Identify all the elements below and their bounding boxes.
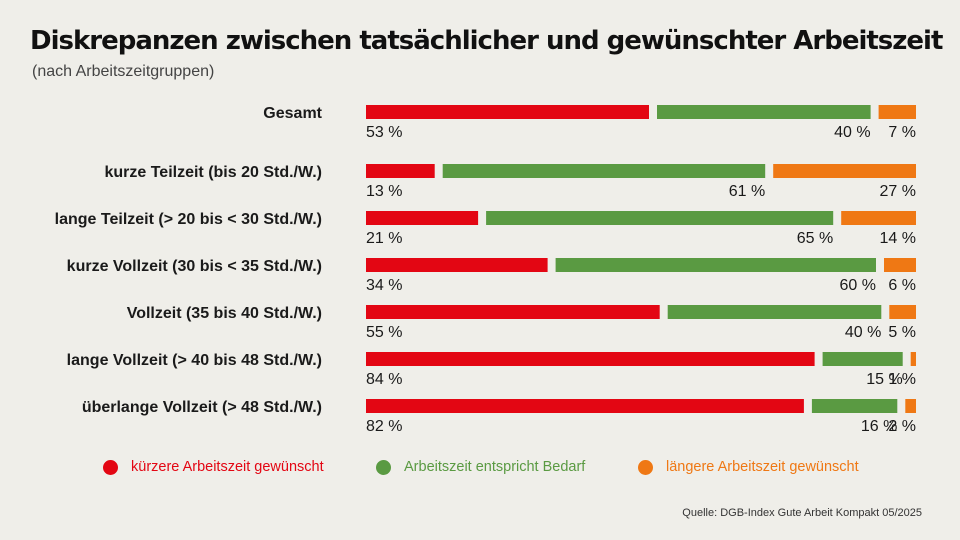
category-label: überlange Vollzeit (> 48 Std./W.) xyxy=(82,399,322,416)
legend-label-kuerzer: kürzere Arbeitszeit gewünscht xyxy=(131,459,324,475)
category-label: Gesamt xyxy=(263,105,322,122)
bar-row: kurze Teilzeit (bis 20 Std./W.) 13 % 61 % 2… xyxy=(104,164,916,200)
value-label-kuerzer: 82 % xyxy=(366,418,402,435)
bar-segment-passt xyxy=(822,352,903,366)
bar-segment-laenger xyxy=(841,211,916,225)
value-label-passt: 60 % xyxy=(840,277,876,294)
bar-row: überlange Vollzeit (> 48 Std./W.) 82 % 16 … xyxy=(82,399,916,435)
value-label-kuerzer: 21 % xyxy=(366,230,402,247)
legend-dot-passt xyxy=(376,459,391,475)
bar-segment-laenger xyxy=(878,105,916,119)
bar-row: kurze Vollzeit (30 bis < 35 Std./W.) 34 %… xyxy=(67,258,916,294)
value-label-laenger: 14 % xyxy=(880,230,916,247)
value-label-passt: 61 % xyxy=(729,183,765,200)
value-label-kuerzer: 55 % xyxy=(366,324,402,341)
category-label: kurze Teilzeit (bis 20 Std./W.) xyxy=(104,164,322,181)
bar-segment-kuerzer xyxy=(366,211,479,225)
bar-segment-kuerzer xyxy=(366,258,548,272)
category-label: Vollzeit (35 bis 40 Std./W.) xyxy=(127,305,322,322)
chart-subtitle: (nach Arbeitszeitgruppen) xyxy=(32,63,215,80)
value-label-kuerzer: 13 % xyxy=(366,183,402,200)
bar-segment-laenger xyxy=(889,305,916,319)
value-label-laenger: 7 % xyxy=(888,124,916,141)
bar-segment-kuerzer xyxy=(366,352,815,366)
bar-segment-passt xyxy=(811,399,898,413)
source-note: Quelle: DGB-Index Gute Arbeit Kompakt 05… xyxy=(682,507,922,519)
bar-segment-laenger xyxy=(905,399,916,413)
bar-row: lange Teilzeit (> 20 bis < 30 Std./W.) 21… xyxy=(55,211,916,247)
bar-row: Vollzeit (35 bis 40 Std./W.) 55 % 40 % 5 % xyxy=(127,305,916,341)
category-label: kurze Vollzeit (30 bis < 35 Std./W.) xyxy=(67,258,322,275)
value-label-kuerzer: 84 % xyxy=(366,371,402,388)
legend-item-kuerzer: kürzere Arbeitszeit gewünscht xyxy=(103,459,324,475)
legend-dot-laenger xyxy=(638,459,653,475)
value-label-passt: 40 % xyxy=(834,124,870,141)
bar-segment-passt xyxy=(657,105,871,119)
value-label-laenger: 2 % xyxy=(888,418,916,435)
value-label-passt: 65 % xyxy=(797,230,833,247)
bar-segment-kuerzer xyxy=(366,305,660,319)
legend-item-laenger: längere Arbeitszeit gewünscht xyxy=(638,459,859,475)
bar-segment-passt xyxy=(667,305,882,319)
value-label-kuerzer: 53 % xyxy=(366,124,402,141)
bar-segment-laenger xyxy=(884,258,916,272)
stacked-bar-chart: Gesamt 53 % 40 % 7 % kurze Teilzeit (bis 20 … xyxy=(55,105,916,435)
category-label: lange Teilzeit (> 20 bis < 30 Std./W.) xyxy=(55,211,322,228)
bar-row: lange Vollzeit (> 40 bis 48 Std./W.) 84 %… xyxy=(67,352,916,388)
bar-row: Gesamt 53 % 40 % 7 % xyxy=(263,105,916,141)
bar-segment-passt xyxy=(442,164,766,178)
chart-legend: kürzere Arbeitszeit gewünscht Arbeitszei… xyxy=(0,459,960,481)
bar-segment-laenger xyxy=(773,164,916,178)
bar-segment-kuerzer xyxy=(366,164,435,178)
value-label-laenger: 6 % xyxy=(888,277,916,294)
value-label-laenger: 1 % xyxy=(888,371,916,388)
value-label-kuerzer: 34 % xyxy=(366,277,402,294)
value-label-passt: 16 % xyxy=(861,418,897,435)
category-label: lange Vollzeit (> 40 bis 48 Std./W.) xyxy=(67,352,322,369)
bar-segment-laenger xyxy=(910,352,916,366)
value-label-laenger: 5 % xyxy=(888,324,916,341)
legend-label-laenger: längere Arbeitszeit gewünscht xyxy=(666,459,859,475)
value-label-passt: 15 % xyxy=(866,371,902,388)
value-label-laenger: 27 % xyxy=(880,183,916,200)
legend-label-passt: Arbeitszeit entspricht Bedarf xyxy=(404,459,586,475)
bar-segment-kuerzer xyxy=(366,105,649,119)
value-label-passt: 40 % xyxy=(845,324,881,341)
legend-item-passt: Arbeitszeit entspricht Bedarf xyxy=(376,459,585,475)
legend-dot-kuerzer xyxy=(103,459,118,475)
bar-segment-passt xyxy=(555,258,876,272)
chart-title: Diskrepanzen zwischen tatsächlicher und … xyxy=(30,26,943,56)
bar-segment-passt xyxy=(486,211,834,225)
bar-segment-kuerzer xyxy=(366,399,804,413)
